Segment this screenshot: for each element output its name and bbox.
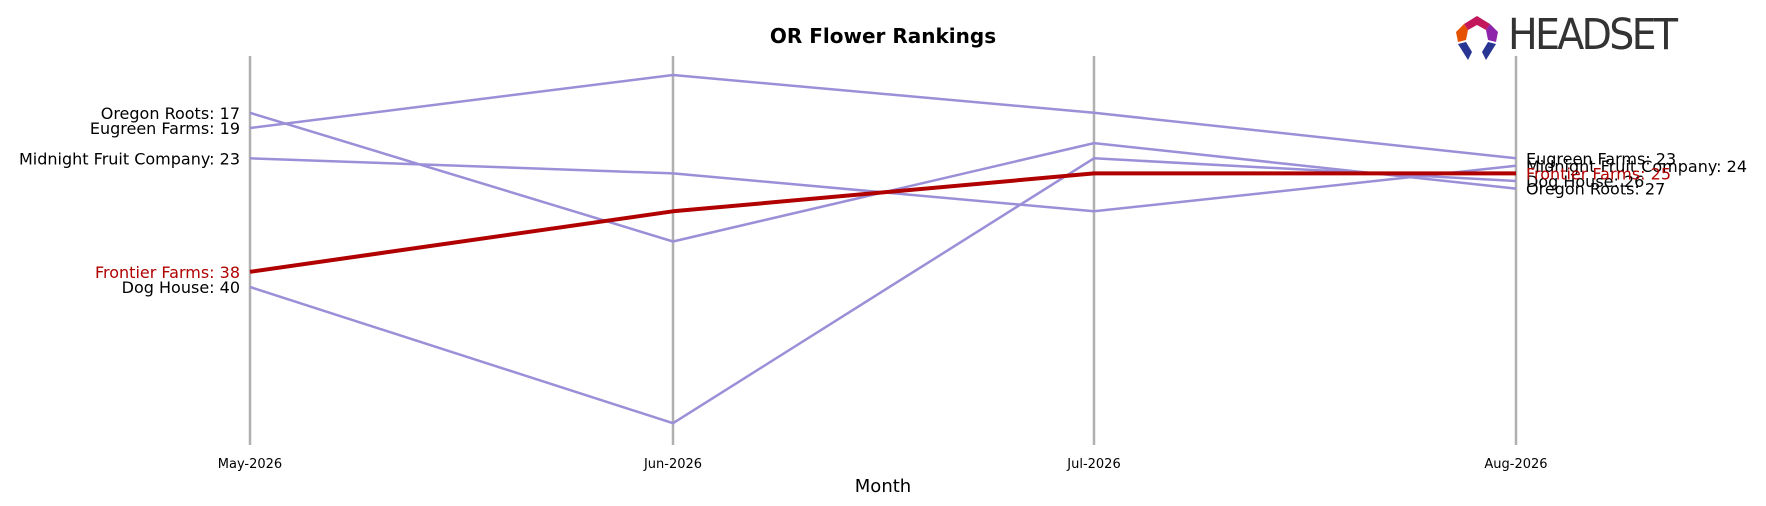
series-labels: Oregon Roots: 17 Oregon Roots: 27 Eugreen … [19, 104, 1747, 297]
x-tick-label: Jun-2026 [643, 457, 702, 472]
series-lines [249, 73, 1517, 425]
x-tick-label: Aug-2026 [1484, 457, 1547, 472]
gridlines [248, 56, 1518, 445]
series-start-label: Dog House: 40 [122, 278, 240, 297]
series-line [249, 157, 1517, 213]
series-end-label: Oregon Roots: 27 [1526, 180, 1665, 199]
series-line [249, 73, 1517, 160]
series-start-label: Frontier Farms: 38 [95, 263, 240, 282]
headset-logo: HEADSET [1452, 12, 1682, 64]
series-end-label: Dog House: 26 [1526, 172, 1644, 191]
headset-logo-icon [1456, 16, 1498, 60]
series-start-label: Eugreen Farms: 19 [90, 119, 240, 138]
series-start-label: Oregon Roots: 17 [101, 104, 240, 123]
series-end-label: Eugreen Farms: 23 [1526, 149, 1676, 168]
x-tick-labels: May-2026 Jun-2026 Jul-2026 Aug-2026 [218, 457, 1548, 472]
chart-title: OR Flower Rankings [770, 24, 996, 48]
x-tick-label: Jul-2026 [1066, 457, 1120, 472]
series-end-label: Frontier Farms: 25 [1526, 164, 1671, 183]
x-tick-label: May-2026 [218, 457, 282, 472]
headset-logo-text: HEADSET [1508, 10, 1678, 60]
series-line [249, 157, 1517, 425]
series-start-label: Midnight Fruit Company: 23 [19, 149, 240, 168]
x-axis-label: Month [855, 476, 911, 497]
series-line [249, 171, 1516, 274]
series-end-label: Midnight Fruit Company: 24 [1526, 157, 1747, 176]
series-line [249, 111, 1517, 243]
